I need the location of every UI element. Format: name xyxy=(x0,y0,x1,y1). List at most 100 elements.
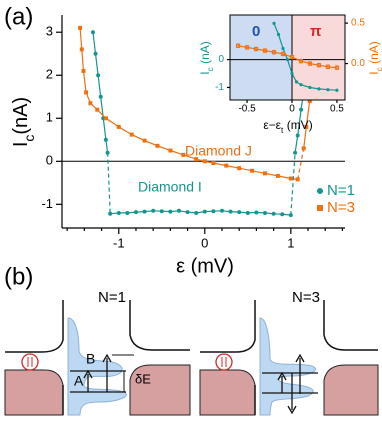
x-tick-label: -1 xyxy=(113,235,125,250)
point xyxy=(262,48,268,53)
point xyxy=(253,46,259,52)
point xyxy=(168,148,173,153)
axis-label-part: I xyxy=(198,71,212,74)
panel-label: (a) xyxy=(4,3,33,30)
point xyxy=(129,132,134,137)
electrode-dos xyxy=(129,300,190,351)
point xyxy=(334,65,340,70)
point xyxy=(325,64,331,69)
axis-label-part: ε−ε xyxy=(263,118,281,132)
point xyxy=(185,210,190,215)
point xyxy=(235,43,241,48)
point xyxy=(237,166,242,171)
point xyxy=(78,25,83,30)
point xyxy=(90,30,95,35)
point xyxy=(317,87,321,91)
point xyxy=(299,83,303,87)
annotation: Diamond J xyxy=(185,143,252,159)
point xyxy=(288,176,293,181)
point xyxy=(79,47,84,52)
arrow xyxy=(83,353,112,392)
axis-label-part: (nA) xyxy=(198,41,212,67)
point xyxy=(151,208,156,213)
axis-label-sub: c xyxy=(205,67,215,71)
point xyxy=(194,210,199,215)
axis-label: Ic (nA) xyxy=(198,41,215,75)
point xyxy=(271,211,276,216)
point xyxy=(194,157,199,162)
point xyxy=(108,211,113,216)
point xyxy=(254,210,259,215)
axis-label-part: I xyxy=(10,142,32,148)
point xyxy=(294,80,299,84)
spin-icon xyxy=(27,357,33,367)
spin-icon xyxy=(215,353,233,371)
legend-marker xyxy=(317,205,323,211)
axis-label-sub: t xyxy=(281,125,284,135)
level-label: B xyxy=(86,351,95,367)
shade xyxy=(230,15,292,100)
point xyxy=(133,210,138,215)
point xyxy=(88,101,93,106)
point xyxy=(211,161,216,166)
point xyxy=(281,46,285,51)
point xyxy=(250,168,255,173)
point xyxy=(84,90,89,95)
point xyxy=(280,51,286,56)
point xyxy=(93,51,98,56)
legend-label: N=1 xyxy=(327,182,355,199)
point xyxy=(219,208,224,213)
point xyxy=(272,21,276,25)
axis-label: ε−εt (mV) xyxy=(263,118,312,135)
point xyxy=(95,107,100,112)
point xyxy=(298,59,304,64)
diagram-n1: N=1 B A δE xyxy=(4,289,191,416)
point xyxy=(105,150,110,155)
gap-label: δE xyxy=(135,371,151,386)
y-tick-label: -1 xyxy=(41,196,53,211)
x-tick-label: 0 xyxy=(289,104,295,115)
point xyxy=(304,124,309,129)
electrode-fill xyxy=(199,369,256,416)
point xyxy=(224,163,229,168)
dot-dos xyxy=(259,317,317,416)
point xyxy=(263,210,268,215)
panel-label: (b) xyxy=(4,263,33,290)
x-tick-label: 1 xyxy=(287,235,294,250)
point xyxy=(245,210,250,215)
axis-label-part: I xyxy=(367,71,381,74)
point xyxy=(228,209,233,214)
point xyxy=(103,137,108,142)
y-tick-label: -1 xyxy=(215,82,224,93)
axis-label: ε (mV) xyxy=(176,255,234,277)
point xyxy=(237,210,242,215)
spin-icon xyxy=(21,353,39,371)
x-tick-label: -0.5 xyxy=(238,104,256,115)
point xyxy=(155,143,160,148)
point xyxy=(142,138,147,143)
point xyxy=(202,159,207,164)
point xyxy=(307,99,312,104)
y-tick-label: 1 xyxy=(46,110,53,125)
y-tick-label: 3 xyxy=(46,24,53,39)
x-tick-label: 0.5 xyxy=(330,104,344,115)
x-tick-label: 0 xyxy=(201,235,208,250)
level-label: A xyxy=(74,373,84,389)
point xyxy=(263,171,268,176)
axis-label-part: (mV) xyxy=(283,118,312,132)
point xyxy=(308,85,312,90)
axis-label-part: (nA) xyxy=(10,97,32,135)
electrode-fill xyxy=(4,369,64,416)
electrode-fill xyxy=(129,364,191,416)
diagram-n3: N=3 xyxy=(199,289,379,416)
point xyxy=(96,73,101,78)
y-tick-label: 0 xyxy=(218,54,224,65)
point xyxy=(202,209,207,214)
point xyxy=(211,209,216,214)
point xyxy=(290,71,294,76)
fit-line-dashed xyxy=(297,148,305,180)
axis-label: Ic(nA) xyxy=(10,97,36,147)
inset-chart: -0.500.50-10.00.5ε−εt (mV)Ic (nA)Ic (nA) xyxy=(198,14,382,135)
